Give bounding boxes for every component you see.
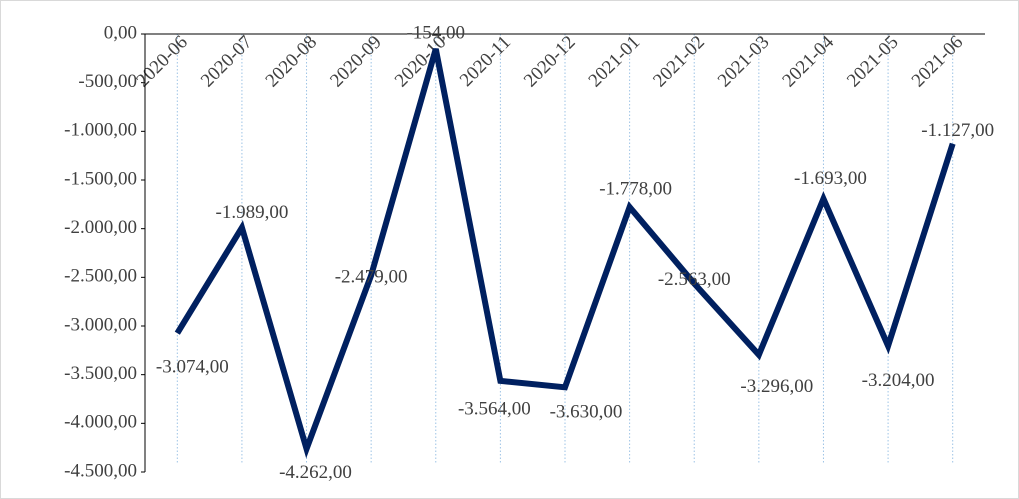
y-tick-label: -1.000,00 xyxy=(64,120,137,141)
y-tick-label: -3.000,00 xyxy=(64,314,137,335)
line xyxy=(174,48,956,459)
y-tick-label: -4.000,00 xyxy=(64,412,137,433)
data-label: -1.989,00 xyxy=(216,202,289,223)
y-tick-label: 0,00 xyxy=(104,22,137,43)
y-tick-label: -2.000,00 xyxy=(64,217,137,238)
data-label: -2.563,00 xyxy=(658,269,731,290)
y-tick-label: -500,00 xyxy=(78,71,137,92)
data-label: -4.262,00 xyxy=(279,462,352,483)
data-label: -2.479,00 xyxy=(335,267,408,288)
y-tick-label: -3.500,00 xyxy=(64,363,137,384)
y-tick-label: -1.500,00 xyxy=(64,168,137,189)
data-label: -3.296,00 xyxy=(740,376,813,397)
data-label: -1.778,00 xyxy=(599,178,672,199)
data-label: -3.204,00 xyxy=(862,370,935,391)
y-tick-label: -2.500,00 xyxy=(64,266,137,287)
data-label: -1.127,00 xyxy=(921,120,994,141)
data-label: -1.693,00 xyxy=(794,168,867,189)
data-label: -3.630,00 xyxy=(550,402,623,423)
data-label: -3.564,00 xyxy=(458,398,531,419)
data-label: -154,00 xyxy=(406,22,465,43)
data-label: -3.074,00 xyxy=(156,357,229,378)
y-tick-label: -4.500,00 xyxy=(64,460,137,481)
